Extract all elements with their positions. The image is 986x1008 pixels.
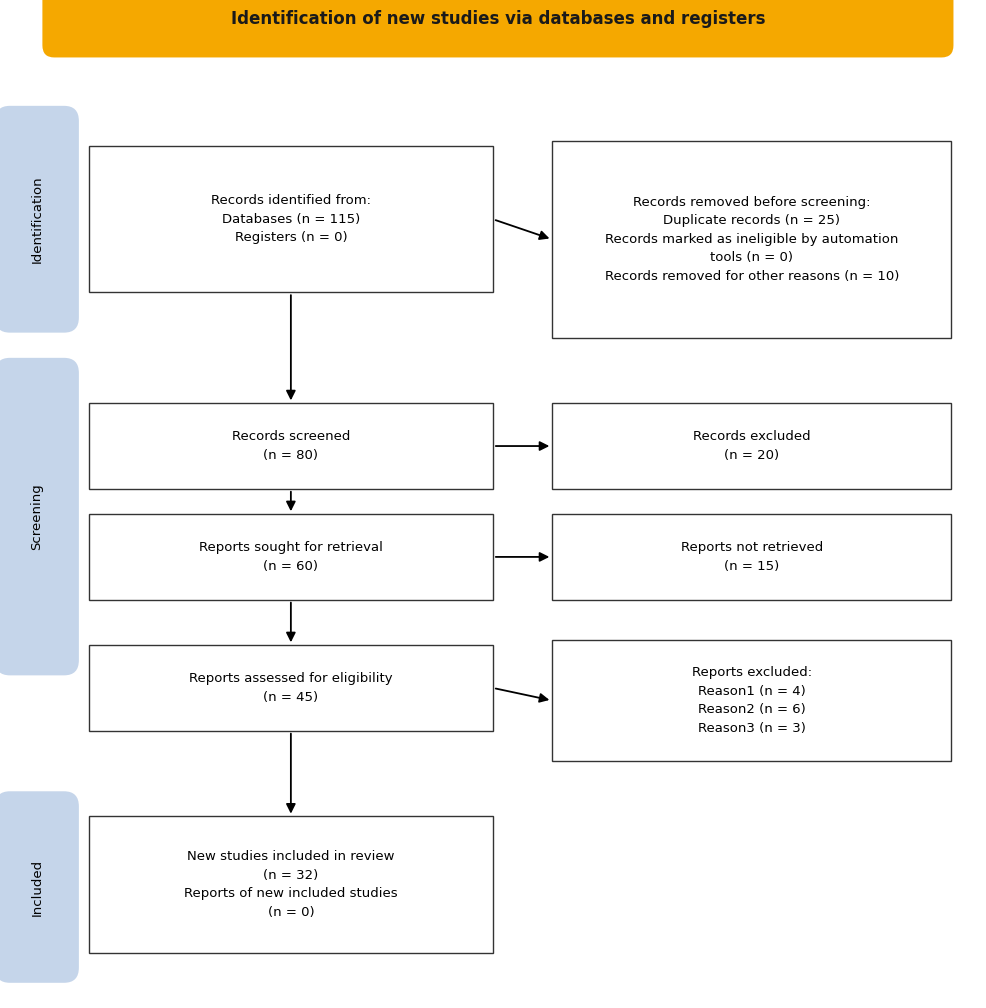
FancyBboxPatch shape: [89, 146, 493, 292]
Text: Included: Included: [31, 859, 43, 915]
Text: Screening: Screening: [31, 483, 43, 550]
Text: Records identified from:
Databases (n = 115)
Registers (n = 0): Records identified from: Databases (n = …: [211, 195, 371, 244]
FancyBboxPatch shape: [552, 514, 951, 600]
FancyBboxPatch shape: [0, 106, 79, 333]
Text: New studies included in review
(n = 32)
Reports of new included studies
(n = 0): New studies included in review (n = 32) …: [184, 851, 397, 918]
Text: Records removed before screening:
Duplicate records (n = 25)
Records marked as i: Records removed before screening: Duplic…: [604, 196, 899, 283]
Text: Reports assessed for eligibility
(n = 45): Reports assessed for eligibility (n = 45…: [189, 672, 392, 704]
Text: Reports not retrieved
(n = 15): Reports not retrieved (n = 15): [680, 541, 823, 573]
Text: Reports sought for retrieval
(n = 60): Reports sought for retrieval (n = 60): [199, 541, 383, 573]
FancyBboxPatch shape: [89, 645, 493, 731]
FancyBboxPatch shape: [552, 640, 951, 761]
Text: Identification of new studies via databases and registers: Identification of new studies via databa…: [231, 10, 765, 28]
Text: Identification: Identification: [31, 175, 43, 263]
FancyBboxPatch shape: [42, 0, 953, 57]
FancyBboxPatch shape: [89, 816, 493, 953]
FancyBboxPatch shape: [552, 141, 951, 338]
FancyBboxPatch shape: [89, 403, 493, 489]
FancyBboxPatch shape: [552, 403, 951, 489]
FancyBboxPatch shape: [89, 514, 493, 600]
FancyBboxPatch shape: [0, 791, 79, 983]
FancyBboxPatch shape: [0, 358, 79, 675]
Text: Records excluded
(n = 20): Records excluded (n = 20): [693, 430, 810, 462]
Text: Reports excluded:
Reason1 (n = 4)
Reason2 (n = 6)
Reason3 (n = 3): Reports excluded: Reason1 (n = 4) Reason…: [692, 666, 811, 735]
Text: Records screened
(n = 80): Records screened (n = 80): [232, 430, 350, 462]
